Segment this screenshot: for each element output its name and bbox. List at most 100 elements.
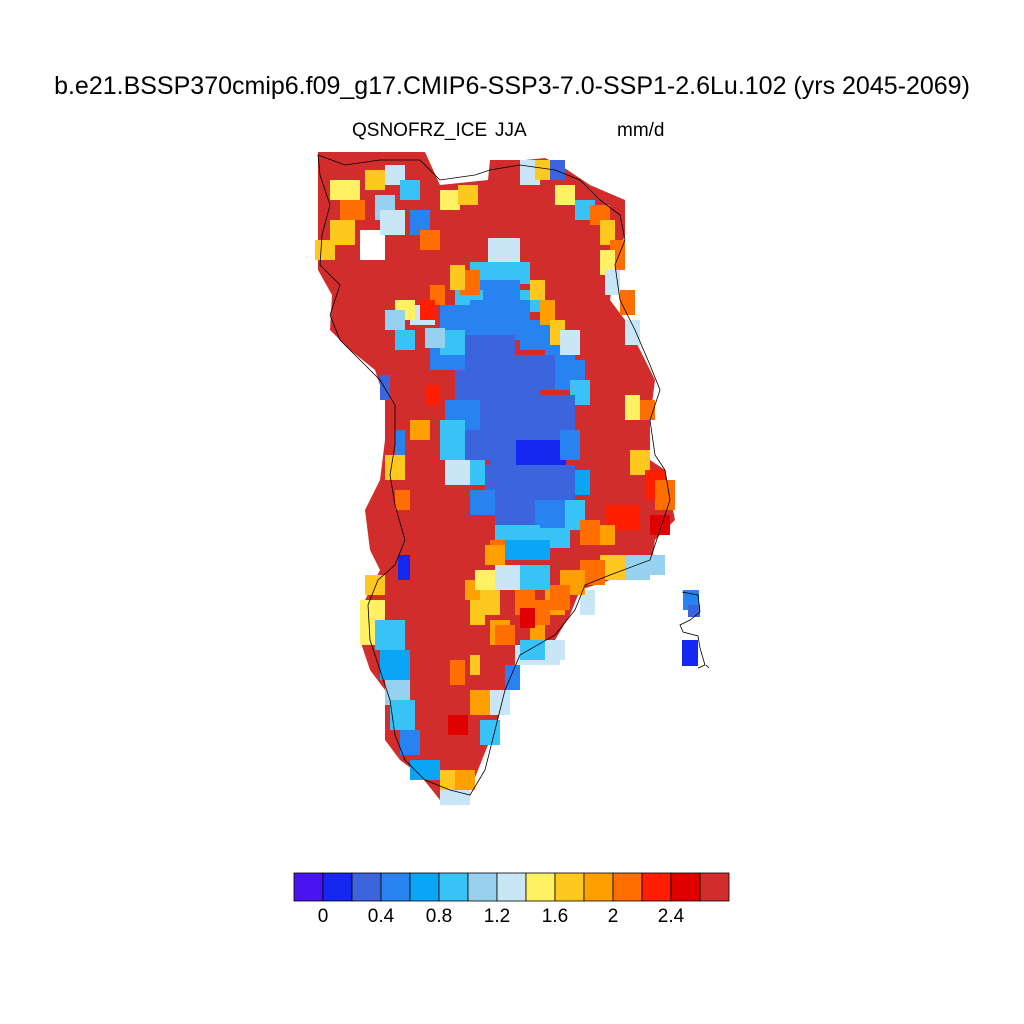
colorbar-tick-label: 1.2 — [483, 906, 511, 927]
map-cell — [475, 570, 495, 590]
colorbar-swatch — [496, 872, 527, 902]
map-cell — [535, 600, 550, 625]
map-cell — [600, 525, 615, 545]
map-cell — [395, 490, 410, 510]
coastline — [317, 154, 671, 796]
island-cell — [682, 640, 698, 666]
map-cell — [505, 665, 520, 690]
map-cell — [455, 770, 475, 790]
map-cell — [470, 655, 480, 675]
colorbar-swatch — [409, 872, 440, 902]
map-cell — [495, 625, 515, 645]
map-cell — [425, 385, 440, 405]
map-cell — [420, 230, 440, 250]
map-cell — [650, 515, 670, 535]
map-cell — [365, 170, 385, 190]
colorbar-swatch — [554, 872, 585, 902]
map-cell — [625, 320, 640, 345]
map-cell — [425, 328, 445, 348]
colorbar-swatch — [699, 872, 730, 902]
map-cell — [650, 555, 665, 575]
map-cell — [620, 505, 640, 530]
map-cell — [365, 575, 385, 595]
map-cell — [470, 600, 485, 625]
map-cell — [488, 238, 520, 262]
map-cell — [390, 700, 415, 730]
map-cell — [445, 460, 470, 485]
map-cell — [500, 262, 530, 284]
colorbar-swatch — [467, 872, 498, 902]
map-cell — [620, 290, 635, 315]
map-cell — [330, 180, 360, 200]
map-cell — [375, 620, 405, 650]
map-cell — [550, 585, 570, 610]
map-cell — [398, 555, 410, 580]
map-cell — [450, 265, 465, 290]
colorbar-swatch — [641, 872, 672, 902]
map-cell — [555, 185, 575, 205]
map-cell — [440, 420, 465, 460]
map-cell — [625, 395, 640, 420]
map-cell — [520, 640, 545, 660]
colorbar-swatch — [525, 872, 556, 902]
map-cell — [505, 540, 550, 560]
map-cell — [560, 430, 580, 460]
map-cell — [410, 760, 440, 780]
map-cell — [600, 220, 615, 245]
map-cell — [380, 375, 390, 400]
map-cell — [540, 300, 555, 325]
map-cell — [458, 185, 478, 205]
map-cell — [520, 608, 535, 628]
map-cell — [530, 280, 545, 300]
map-cell — [440, 190, 460, 210]
map-cell — [535, 500, 570, 530]
map-cell — [465, 335, 515, 375]
variable-label: QSNOFRZ_ICE — [352, 120, 488, 141]
colorbar-swatch — [438, 872, 469, 902]
map-cell — [380, 210, 405, 235]
island-coastline — [679, 591, 710, 669]
map-cell — [580, 520, 600, 545]
map-cell — [575, 470, 590, 495]
map-cell — [480, 720, 500, 745]
units-label: mm/d — [617, 120, 665, 141]
colorbar-swatch — [612, 872, 643, 902]
plot-title: b.e21.BSSP370cmip6.f09_g17.CMIP6-SSP3-7.… — [54, 72, 970, 100]
map-cell — [495, 565, 520, 590]
map-cell — [410, 210, 430, 235]
map-cell — [485, 545, 505, 565]
map-cell — [525, 465, 575, 500]
map-cell — [448, 715, 468, 735]
colorbar-tick-label: 2.4 — [657, 906, 685, 927]
colorbar-tick-label: 0 — [317, 906, 329, 927]
colorbar-tick-label: 0.8 — [425, 906, 453, 927]
colorbar-tick-label: 1.6 — [541, 906, 569, 927]
map-cell — [470, 690, 490, 715]
map-cell — [535, 160, 550, 180]
map-cell — [410, 420, 430, 440]
colorbar-swatch — [583, 872, 614, 902]
map-cell — [655, 480, 675, 510]
colorbar-tick-label: 0.4 — [367, 906, 395, 927]
colorbar-tick-label: 2 — [607, 906, 619, 927]
map-cell — [395, 430, 405, 455]
map-cell — [400, 180, 420, 200]
map-cell — [380, 650, 410, 680]
map-cell — [470, 490, 495, 515]
colorbar-swatch — [293, 872, 324, 902]
map-cell — [630, 450, 650, 475]
map-cell — [400, 730, 420, 755]
map-cell — [315, 240, 335, 260]
colorbar-swatch — [322, 872, 353, 902]
map-cell — [520, 565, 550, 590]
colorbar-swatch — [380, 872, 411, 902]
map-cell — [545, 395, 575, 430]
map-cell — [340, 200, 365, 220]
map-cell — [545, 640, 565, 660]
map-cell — [580, 590, 595, 615]
map-cell — [516, 440, 566, 466]
colorbar-swatch — [351, 872, 382, 902]
colorbar-swatch — [670, 872, 701, 902]
